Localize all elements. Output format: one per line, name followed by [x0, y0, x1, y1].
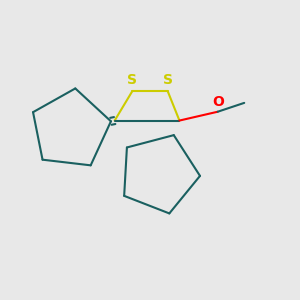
Text: S: S	[163, 73, 173, 87]
Text: S: S	[127, 73, 137, 87]
Text: O: O	[212, 95, 224, 109]
